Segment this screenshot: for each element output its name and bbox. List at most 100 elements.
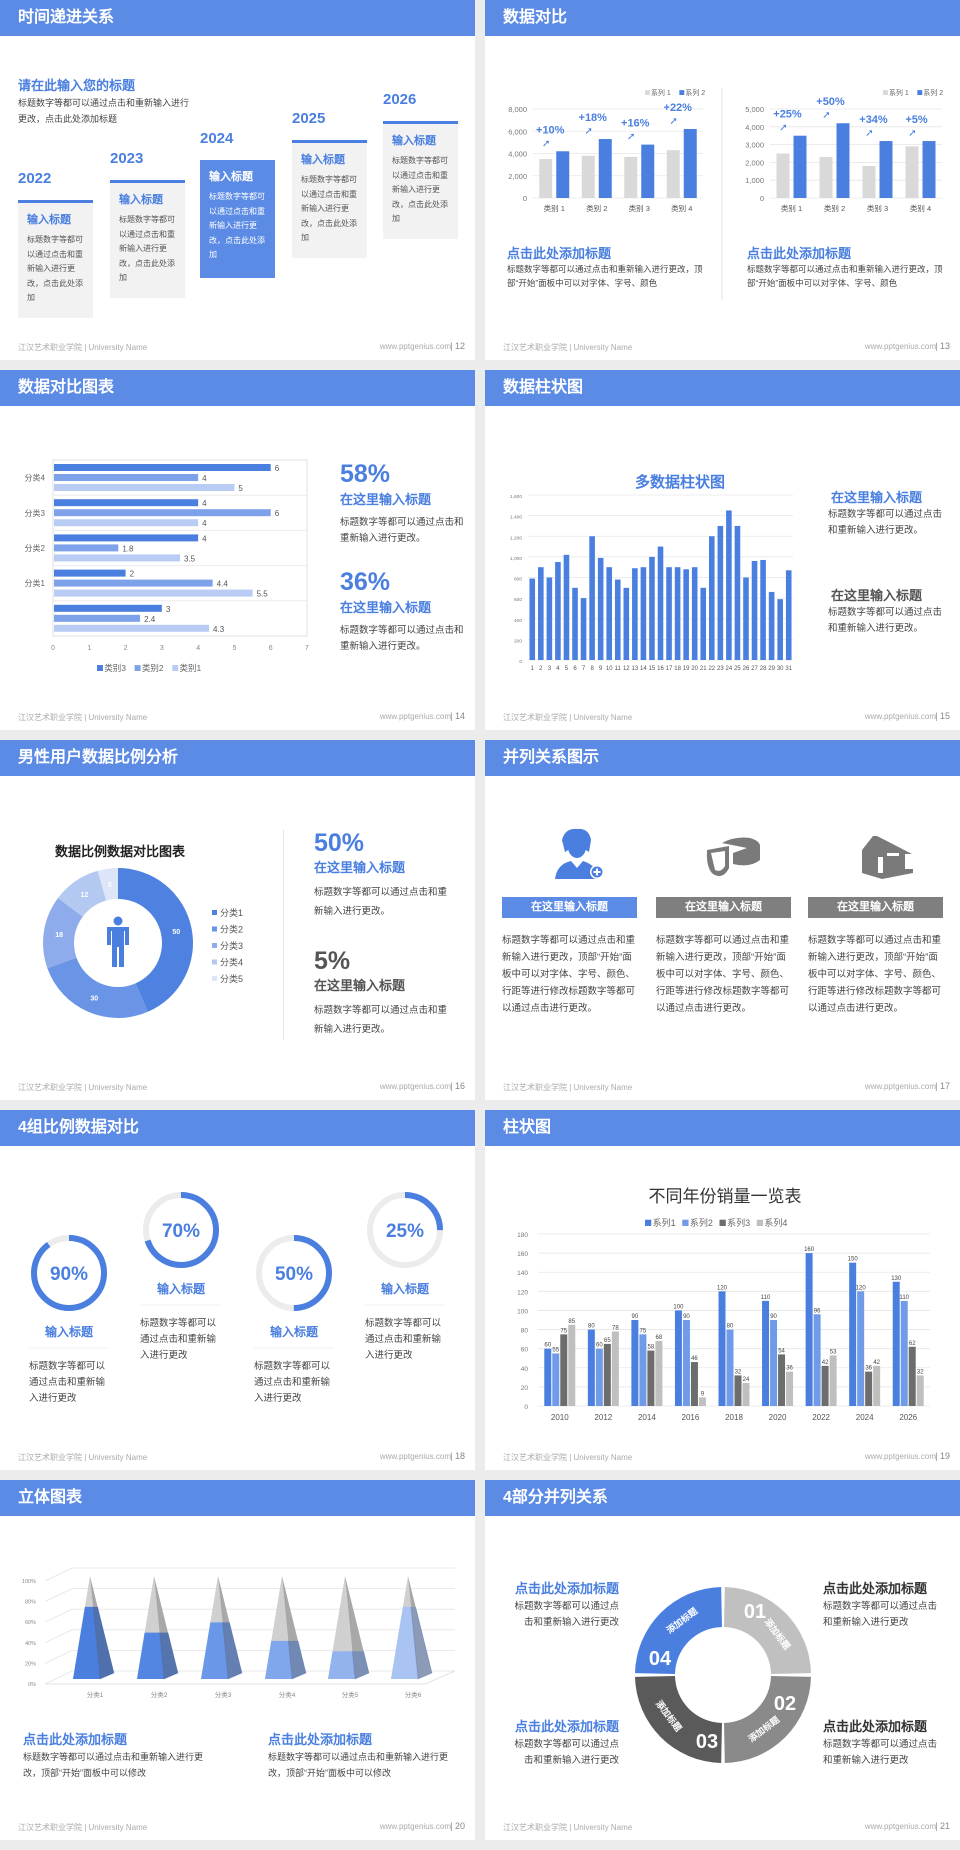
donut-slice: [43, 898, 83, 969]
bar: [778, 1354, 786, 1406]
footer-left: 江汉艺术职业学院 | University Name: [503, 1083, 633, 1092]
arrow-icon: ➚: [542, 138, 550, 149]
bar: [595, 1348, 603, 1406]
data-label: 1.8: [122, 544, 134, 553]
x-tick-label: 27: [751, 666, 758, 672]
ring-value: 25%: [386, 1221, 424, 1242]
bar: [743, 577, 749, 660]
slide-title: 4组比例数据对比: [0, 1110, 475, 1146]
data-label: 62: [909, 1341, 916, 1347]
data-label: 78: [612, 1325, 619, 1331]
block-heading: 点击此处添加标题: [823, 1719, 928, 1734]
slide-title: 时间递进关系: [0, 0, 475, 36]
bar: [54, 509, 271, 517]
data-label: 5: [238, 484, 243, 493]
stat-text: 标题数字等都可以通过点击和重新输入进行更改。: [340, 517, 464, 544]
y-tick-label: 6,000: [508, 127, 527, 136]
bar: [649, 556, 655, 660]
donut-slice: [47, 957, 148, 1018]
bar: [793, 135, 807, 198]
slide-title: 男性用户数据比例分析: [0, 740, 475, 776]
stat-value: 5%: [314, 947, 351, 975]
x-tick-label: 3: [548, 666, 552, 672]
pyramid-side: [410, 1606, 433, 1680]
legend-label: 系列2: [690, 1217, 713, 1228]
bar: [54, 614, 141, 622]
slice-label: 50: [172, 929, 180, 936]
bar: [631, 1320, 639, 1406]
donut-slice: [118, 868, 193, 1012]
x-tick-label: 26: [743, 666, 750, 672]
x-tick-label: 2014: [638, 1413, 656, 1422]
slice-label: 18: [55, 932, 63, 939]
legend-swatch: [719, 1219, 726, 1226]
data-label: 5.5: [257, 590, 269, 599]
x-tick-label: 分类2: [151, 1690, 168, 1699]
block-text: 标题数字等都可以通过点击和重新输入进行更改。: [828, 607, 943, 634]
stat-value: 58%: [340, 460, 391, 488]
data-label: 85: [568, 1319, 575, 1325]
y-tick-label: 分类3: [25, 508, 46, 518]
arrow-icon: ➚: [865, 128, 873, 139]
x-tick-label: 29: [768, 666, 775, 672]
bar: [785, 570, 792, 660]
ring-heading: 输入标题: [44, 1325, 93, 1339]
stat-text: 标题数字等都可以通过点击和重新输入进行更改。: [314, 887, 448, 917]
y-tick-label: 140: [517, 1270, 528, 1277]
legend-label: 类别2: [142, 663, 164, 673]
page-number: | 14: [450, 711, 465, 721]
pyramid-front: [201, 1622, 228, 1679]
data-label: 36: [865, 1366, 872, 1372]
bar: [683, 129, 697, 198]
legend-swatch: [212, 926, 217, 932]
block-heading: 在这里输入标题: [831, 490, 923, 505]
step-text: 标题数字等都可以通过点击和重新输入进行更改，点击此处添加: [301, 175, 357, 242]
bar: [529, 578, 536, 660]
step-year: 2023: [110, 150, 144, 167]
bar: [666, 150, 680, 198]
block-text: 标题数字等都可以通过点击和重新输入进行更改，顶部“开始”面板中可以修改: [23, 1752, 204, 1778]
data-label: 60: [544, 1343, 551, 1349]
block-heading: 点击此处添加标题: [514, 1581, 619, 1596]
step-box: 输入标题 标题数字等都可以通过点击和重新输入进行更改，点击此处添加: [110, 180, 185, 298]
slide-12: 时间递进关系 请在此输入您的标题 标题数字等都可以通过点击和重新输入进行更改，点…: [0, 0, 475, 360]
y-tick-label: 60: [521, 1347, 529, 1354]
y-tick-label: 2,000: [745, 158, 764, 167]
legend-swatch: [883, 90, 888, 95]
growth-label: +18%: [579, 112, 608, 124]
y-tick-label: 80%: [25, 1600, 36, 1606]
pyramid-side: [351, 1651, 370, 1680]
x-tick-label: 30: [777, 666, 784, 672]
floor-edge: [45, 1670, 456, 1685]
y-tick-label: 3,000: [745, 141, 764, 150]
x-tick-label: 类别 4: [910, 203, 931, 213]
y-tick-label: 120: [517, 1289, 528, 1296]
y-tick-label: 8,000: [508, 105, 527, 114]
y-tick-label: 1,600: [510, 494, 522, 500]
legend-swatch: [645, 90, 650, 95]
slice-label: 30: [90, 996, 98, 1003]
data-label: 90: [683, 1314, 690, 1320]
x-tick-label: 分类3: [215, 1690, 232, 1699]
data-label: 46: [691, 1356, 698, 1362]
slide-title: 数据对比图表: [0, 370, 475, 406]
y-tick-label: 0: [519, 659, 522, 665]
bar: [905, 146, 919, 198]
block-heading: 点击此处添加标题: [23, 1732, 128, 1747]
step-box: 输入标题 标题数字等都可以通过点击和重新输入进行更改，点击此处添加: [383, 121, 458, 239]
bar: [581, 155, 595, 198]
column-text: 标题数字等都可以通过点击和重新输入进行更改，顶部“开始”面板中可以对字体、字号、…: [808, 935, 942, 1014]
data-label: 75: [560, 1328, 567, 1334]
growth-label: +10%: [536, 124, 565, 136]
bar: [606, 567, 613, 660]
x-tick-label: 1: [531, 666, 535, 672]
y-tick-label: 1,400: [510, 515, 522, 521]
bar: [54, 544, 119, 552]
chart-title: 多数据柱状图: [634, 474, 725, 491]
slide-title: 立体图表: [0, 1480, 475, 1516]
y-tick-label: 20: [521, 1385, 529, 1392]
pyramid-fill: [137, 1632, 179, 1680]
bar: [538, 567, 544, 660]
bar: [546, 577, 553, 660]
bar: [647, 1350, 655, 1406]
